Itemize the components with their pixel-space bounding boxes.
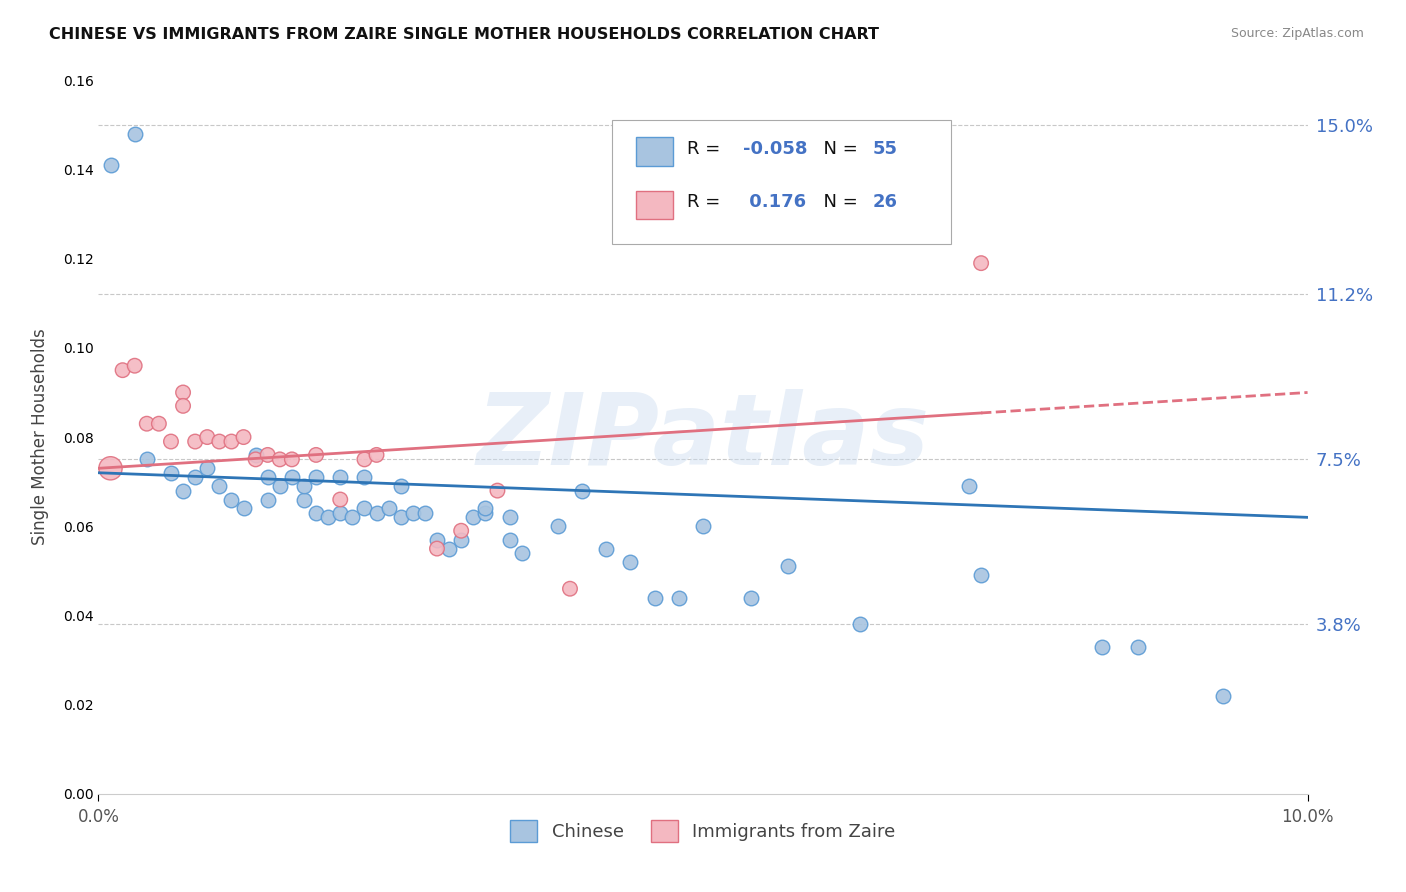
Point <box>232 430 254 444</box>
Point <box>366 448 388 462</box>
Text: N =: N = <box>811 193 863 211</box>
Y-axis label: Single Mother Households: Single Mother Households <box>31 329 49 545</box>
Point <box>450 533 472 547</box>
Point <box>740 591 762 605</box>
Point <box>281 470 304 484</box>
Point <box>353 452 375 467</box>
Point <box>245 452 267 467</box>
Point <box>135 417 157 431</box>
Point <box>342 510 364 524</box>
Point <box>558 582 581 596</box>
Point <box>692 519 714 533</box>
Point <box>413 506 436 520</box>
Point <box>329 506 352 520</box>
Point <box>353 501 375 516</box>
Point <box>245 448 267 462</box>
FancyBboxPatch shape <box>613 120 950 244</box>
Text: -0.058: -0.058 <box>742 140 807 158</box>
Point <box>957 479 980 493</box>
Point <box>970 568 993 582</box>
Point <box>498 510 520 524</box>
Point <box>305 470 328 484</box>
Point <box>389 479 412 493</box>
Point <box>366 506 388 520</box>
Point <box>329 492 352 507</box>
Point <box>160 466 183 480</box>
Text: R =: R = <box>688 140 727 158</box>
Text: R =: R = <box>688 193 727 211</box>
Text: Source: ZipAtlas.com: Source: ZipAtlas.com <box>1230 27 1364 40</box>
Point <box>221 492 243 507</box>
Point <box>256 470 278 484</box>
Text: 26: 26 <box>872 193 897 211</box>
Point <box>450 524 472 538</box>
Point <box>208 479 231 493</box>
Legend: Chinese, Immigrants from Zaire: Chinese, Immigrants from Zaire <box>503 813 903 849</box>
Point <box>124 359 146 373</box>
Point <box>329 470 352 484</box>
Point <box>571 483 593 498</box>
Point <box>510 546 533 560</box>
Point <box>172 385 194 400</box>
Point <box>305 506 328 520</box>
Point <box>100 158 122 172</box>
Point <box>292 492 315 507</box>
Point <box>776 559 799 574</box>
Text: 55: 55 <box>872 140 897 158</box>
Point <box>208 434 231 449</box>
Point <box>281 452 304 467</box>
Point <box>498 533 520 547</box>
Point <box>644 591 666 605</box>
Point <box>316 510 339 524</box>
Point <box>195 430 218 444</box>
Point <box>463 510 485 524</box>
Point <box>221 434 243 449</box>
Text: 0.176: 0.176 <box>742 193 806 211</box>
Point <box>389 510 412 524</box>
Point <box>377 501 399 516</box>
Point <box>1091 640 1114 654</box>
Point <box>305 448 328 462</box>
Text: N =: N = <box>811 140 863 158</box>
Point <box>426 541 449 556</box>
Point <box>269 479 291 493</box>
Point <box>1212 689 1234 703</box>
Point <box>437 541 460 556</box>
Point <box>402 506 425 520</box>
Point <box>135 452 157 467</box>
Point <box>160 434 183 449</box>
Point <box>111 363 134 377</box>
Point <box>184 470 207 484</box>
Point <box>426 533 449 547</box>
Point <box>547 519 569 533</box>
Point <box>595 541 617 556</box>
Point <box>474 501 496 516</box>
Point <box>232 501 254 516</box>
FancyBboxPatch shape <box>637 137 672 166</box>
Point <box>256 492 278 507</box>
Point <box>172 399 194 413</box>
Point <box>148 417 170 431</box>
Point <box>172 483 194 498</box>
Point <box>353 470 375 484</box>
Point <box>256 448 278 462</box>
Point <box>849 617 872 632</box>
Text: CHINESE VS IMMIGRANTS FROM ZAIRE SINGLE MOTHER HOUSEHOLDS CORRELATION CHART: CHINESE VS IMMIGRANTS FROM ZAIRE SINGLE … <box>49 27 879 42</box>
Point <box>486 483 509 498</box>
Point <box>124 127 146 141</box>
Point <box>1128 640 1150 654</box>
FancyBboxPatch shape <box>637 191 672 219</box>
Point <box>292 479 315 493</box>
Point <box>970 256 993 270</box>
Point <box>668 591 690 605</box>
Point <box>184 434 207 449</box>
Text: ZIPatlas: ZIPatlas <box>477 389 929 485</box>
Point <box>619 555 641 569</box>
Point <box>269 452 291 467</box>
Point <box>195 461 218 475</box>
Point <box>100 461 122 475</box>
Point <box>474 506 496 520</box>
